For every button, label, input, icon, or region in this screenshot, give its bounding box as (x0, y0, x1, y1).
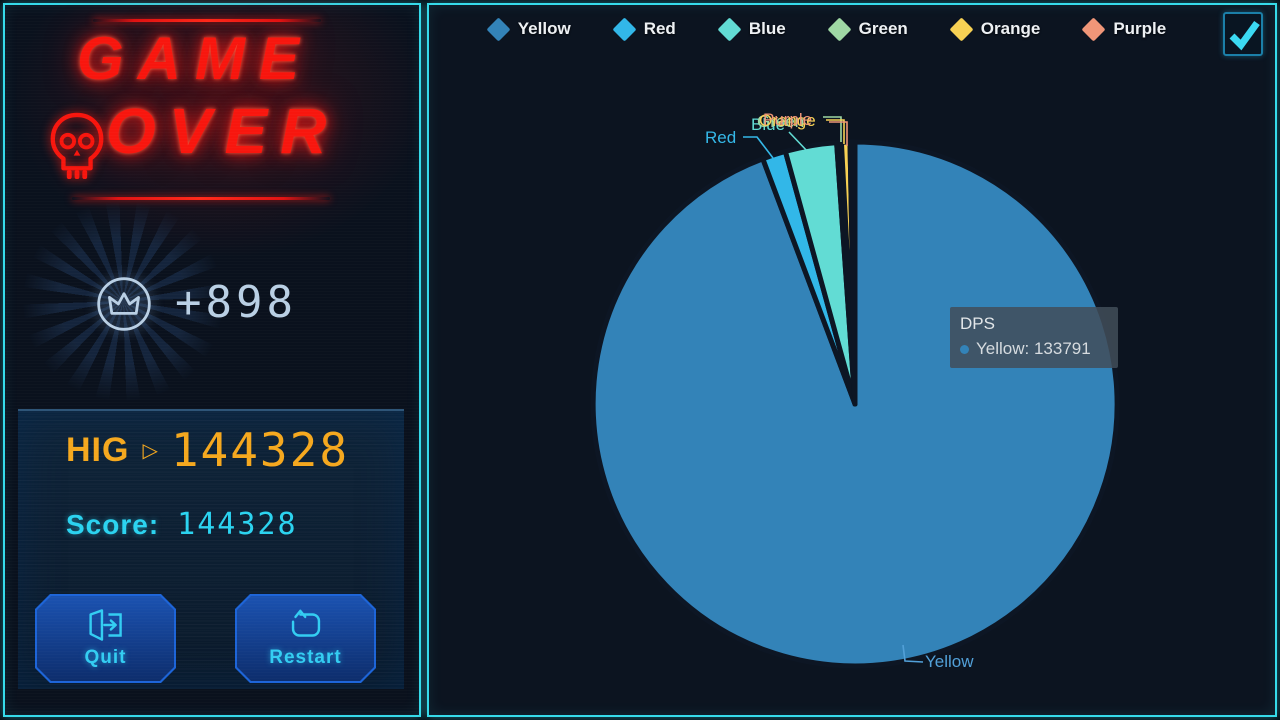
pie-label-orange: Orange (759, 111, 816, 130)
pie-label-purple: Purple (763, 110, 813, 129)
legend-label: Blue (748, 19, 786, 38)
legend-item-purple[interactable]: Purple (1081, 16, 1167, 42)
quit-button-label: Quit (84, 647, 127, 668)
score-value: 144328 (177, 507, 298, 542)
highscore-label: HIG (66, 430, 130, 469)
score-label: Score: (66, 508, 160, 540)
tooltip-title: DPS (960, 314, 995, 333)
pie-label-connector (902, 644, 924, 663)
pie-label-connector (823, 116, 842, 142)
chart-legend: Yellow Red Blue Green Orange Purple (459, 16, 1197, 42)
check-icon (1229, 20, 1260, 51)
chart-panel: Yellow Red Blue Green Orange Purple Red … (427, 3, 1277, 717)
tooltip-series-bullet (960, 344, 969, 354)
pie-label-connector (829, 121, 848, 146)
pie-label-connector (788, 131, 810, 154)
pie-label-red: Red (705, 128, 737, 147)
restart-button-surface: Restart (237, 596, 374, 681)
pie-label-yellow: Yellow (925, 652, 974, 671)
pie-chart[interactable] (429, 5, 1275, 715)
crown-icon (97, 277, 151, 331)
pie-label-connector (743, 136, 774, 159)
neon-line-top (93, 19, 321, 22)
legend-item-blue[interactable]: Blue (717, 16, 786, 42)
game-over-title-line2: OVER (106, 95, 340, 167)
legend-label: Orange (980, 19, 1041, 38)
score-row: Score: 144328 (66, 507, 298, 542)
pie-slice-purple[interactable] (847, 139, 858, 407)
tooltip: DPS Yellow: 133791 (950, 307, 1118, 368)
highscore-row: HIG ▷ 144328 (66, 423, 349, 477)
legend-label: Green (858, 19, 908, 38)
restart-button-label: Restart (269, 647, 342, 668)
highscore-value: 144328 (170, 423, 350, 477)
tooltip-entry: Yellow: 133791 (976, 339, 1091, 358)
legend-toggle-checkbox[interactable] (1223, 12, 1263, 56)
pie-label-connector (826, 119, 845, 144)
skull-icon (50, 112, 104, 179)
score-panel: HIG ▷ 144328 Score: 144328 Quit (18, 409, 404, 689)
quit-button[interactable]: Quit (35, 594, 176, 683)
reward-value: +898 (175, 277, 297, 328)
legend-item-red[interactable]: Red (612, 16, 676, 42)
arrow-icon: ▷ (142, 439, 158, 462)
legend-item-orange[interactable]: Orange (949, 16, 1041, 42)
neon-line-bottom (72, 197, 330, 200)
legend-label: Yellow (517, 19, 571, 38)
legend-item-green[interactable]: Green (827, 16, 908, 42)
restart-loop-icon (286, 608, 326, 642)
tooltip-row: Yellow: 133791 (960, 339, 1108, 359)
legend-label: Red (643, 19, 676, 38)
pie-label-blue: Blue (751, 115, 786, 134)
legend-label: Purple (1113, 19, 1167, 38)
legend-item-yellow[interactable]: Yellow (486, 16, 571, 42)
restart-button[interactable]: Restart (235, 594, 376, 683)
quit-button-surface: Quit (37, 596, 174, 681)
game-over-title-line1: GAME (77, 25, 313, 92)
pie-label-green: Green (757, 112, 805, 131)
left-panel: GAME OVER +898 HIG ▷ 144328 Score: 14432… (3, 0, 421, 717)
exit-door-icon (86, 608, 126, 642)
